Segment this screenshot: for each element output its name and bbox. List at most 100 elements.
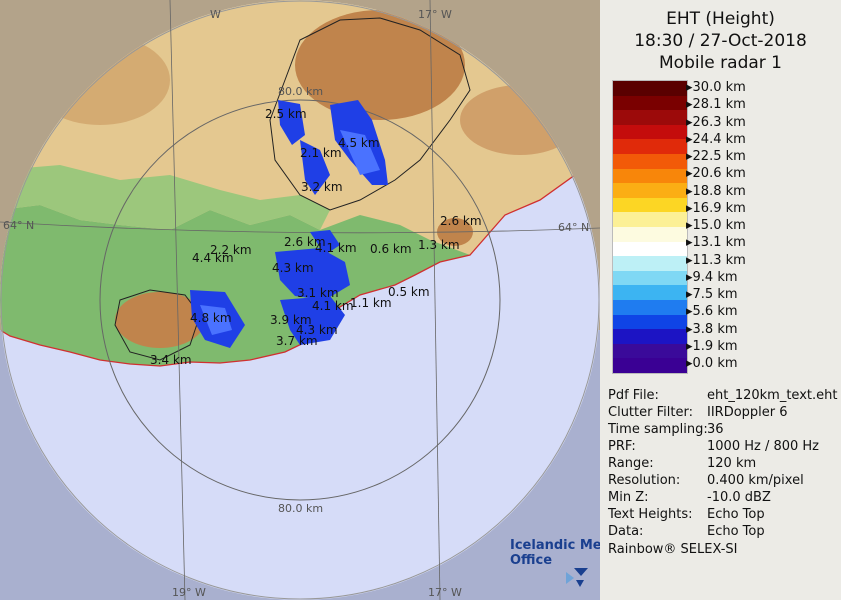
legend-label: ▸18.8 km <box>686 183 746 199</box>
legend-label: ▸20.6 km <box>686 166 746 182</box>
imo-logo-icon <box>566 568 588 587</box>
lat-label: 64° N <box>558 221 589 234</box>
info-panel: EHT (Height) 18:30 / 27-Oct-2018 Mobile … <box>600 0 841 600</box>
lon-label: 17° W <box>418 8 452 21</box>
info-value: Echo Top <box>707 507 765 522</box>
echo-label: 3.7 km <box>276 334 318 348</box>
echo-label: 4.8 km <box>190 311 232 325</box>
info-key: Time sampling: <box>608 422 708 437</box>
legend-swatch <box>613 343 687 359</box>
legend-swatch <box>613 300 687 316</box>
legend-label: ▸26.3 km <box>686 114 746 130</box>
legend-swatch <box>613 270 687 286</box>
logo-text-line1: Icelandic Met <box>510 538 608 553</box>
legend-label: ▸1.9 km <box>686 338 738 354</box>
echo-label: 3.1 km <box>297 286 339 300</box>
legend-swatch <box>613 256 687 272</box>
product-title: EHT (Height) <box>666 9 775 29</box>
legend-label: ▸5.6 km <box>686 304 738 320</box>
legend-swatch <box>613 81 687 97</box>
legend-swatch <box>613 285 687 301</box>
radar-map[interactable]: 2.5 km 4.5 km 2.1 km 3.2 km 2.6 km 1.3 k… <box>0 0 600 600</box>
info-value: IIRDoppler 6 <box>707 405 788 420</box>
legend-swatch <box>613 241 687 257</box>
highland-west <box>115 292 205 348</box>
legend-swatch <box>613 168 687 184</box>
echo-label: 4.5 km <box>338 136 380 150</box>
echo-label: 2.6 km <box>284 235 326 249</box>
software-credit: Rainbow® SELEX-SI <box>608 542 738 557</box>
legend-swatch <box>613 124 687 140</box>
radar-name: Mobile radar 1 <box>659 53 782 73</box>
graticule <box>0 0 600 600</box>
color-legend <box>612 80 688 374</box>
range-label: 80.0 km <box>278 502 323 515</box>
lat-label: 64° N <box>3 219 34 232</box>
lon-label: 19° W <box>172 586 206 599</box>
logo-text-line2: Office <box>510 553 553 568</box>
info-value: eht_120km_text.eht <box>707 388 838 403</box>
legend-label: ▸7.5 km <box>686 287 738 302</box>
info-value: 120 km <box>707 456 757 471</box>
echo-label: 4.1 km <box>312 299 354 313</box>
legend-swatch <box>613 212 687 228</box>
range-label: 80.0 km <box>278 85 323 98</box>
icecap-outline <box>269 17 471 211</box>
range-ring-max <box>0 0 600 600</box>
legend-swatch <box>613 227 687 243</box>
legend-label: ▸28.1 km <box>686 97 746 113</box>
echo-label: 4.1 km <box>315 241 357 255</box>
legend-swatch <box>613 110 687 126</box>
echo-label: 3.2 km <box>301 180 343 194</box>
lon-label: 17° W <box>428 586 462 599</box>
legend-label: ▸24.4 km <box>686 131 746 147</box>
info-key: Clutter Filter: <box>608 405 693 420</box>
legend-label: ▸9.4 km <box>686 269 738 285</box>
legend-swatch <box>613 139 687 155</box>
echo-label: 4.3 km <box>272 261 314 275</box>
legend-swatch <box>613 358 687 374</box>
lowland-2 <box>0 165 330 230</box>
info-key: Pdf File: <box>608 388 659 403</box>
datetime: 18:30 / 27-Oct-2018 <box>634 31 807 51</box>
legend-swatch <box>613 314 687 330</box>
echo-label: 3.9 km <box>270 313 312 327</box>
legend-label: ▸16.9 km <box>686 200 746 216</box>
info-value: -10.0 dBZ <box>707 490 771 505</box>
legend-label: ▸3.8 km <box>686 321 738 337</box>
legend-label: ▸22.5 km <box>686 149 746 164</box>
legend-label: ▸15.0 km <box>686 218 746 233</box>
info-value: 1000 Hz / 800 Hz <box>707 439 820 454</box>
info-key: Data: <box>608 524 644 539</box>
legend-swatch <box>613 197 687 213</box>
glacier-highland <box>295 10 465 120</box>
icecap-outline-2 <box>114 289 201 361</box>
echo-label: 0.6 km <box>370 242 412 256</box>
info-key: Resolution: <box>608 473 681 488</box>
info-value: 0.400 km/pixel <box>707 473 804 488</box>
legend-label: ▸0.0 km <box>686 356 738 371</box>
legend-label: ▸13.1 km <box>686 235 746 251</box>
legend-swatch <box>613 183 687 199</box>
info-key: Range: <box>608 456 654 471</box>
echo-label: 2.5 km <box>265 107 307 121</box>
info-key: Min Z: <box>608 490 649 505</box>
echo-label: 4.4 km <box>192 251 234 265</box>
range-ring-80km <box>99 99 501 501</box>
echo-label: 0.5 km <box>388 285 430 299</box>
echo-label: 4.3 km <box>296 323 338 337</box>
echo-label: 3.4 km <box>150 353 192 367</box>
radar-echoes-light <box>200 130 380 335</box>
info-key: PRF: <box>608 439 636 454</box>
coastline <box>0 164 600 367</box>
echo-label: 2.2 km <box>210 243 252 257</box>
imo-logo: Icelandic Met Office <box>510 538 608 587</box>
echo-label: 1.3 km <box>418 238 460 252</box>
info-value: Echo Top <box>707 524 765 539</box>
legend-swatch <box>613 95 687 111</box>
legend-label: ▸30.0 km <box>686 80 746 95</box>
echo-label: 2.1 km <box>300 146 342 160</box>
legend-swatch <box>613 329 687 345</box>
legend-swatch <box>613 154 687 170</box>
info-key: Text Heights: <box>608 507 693 522</box>
